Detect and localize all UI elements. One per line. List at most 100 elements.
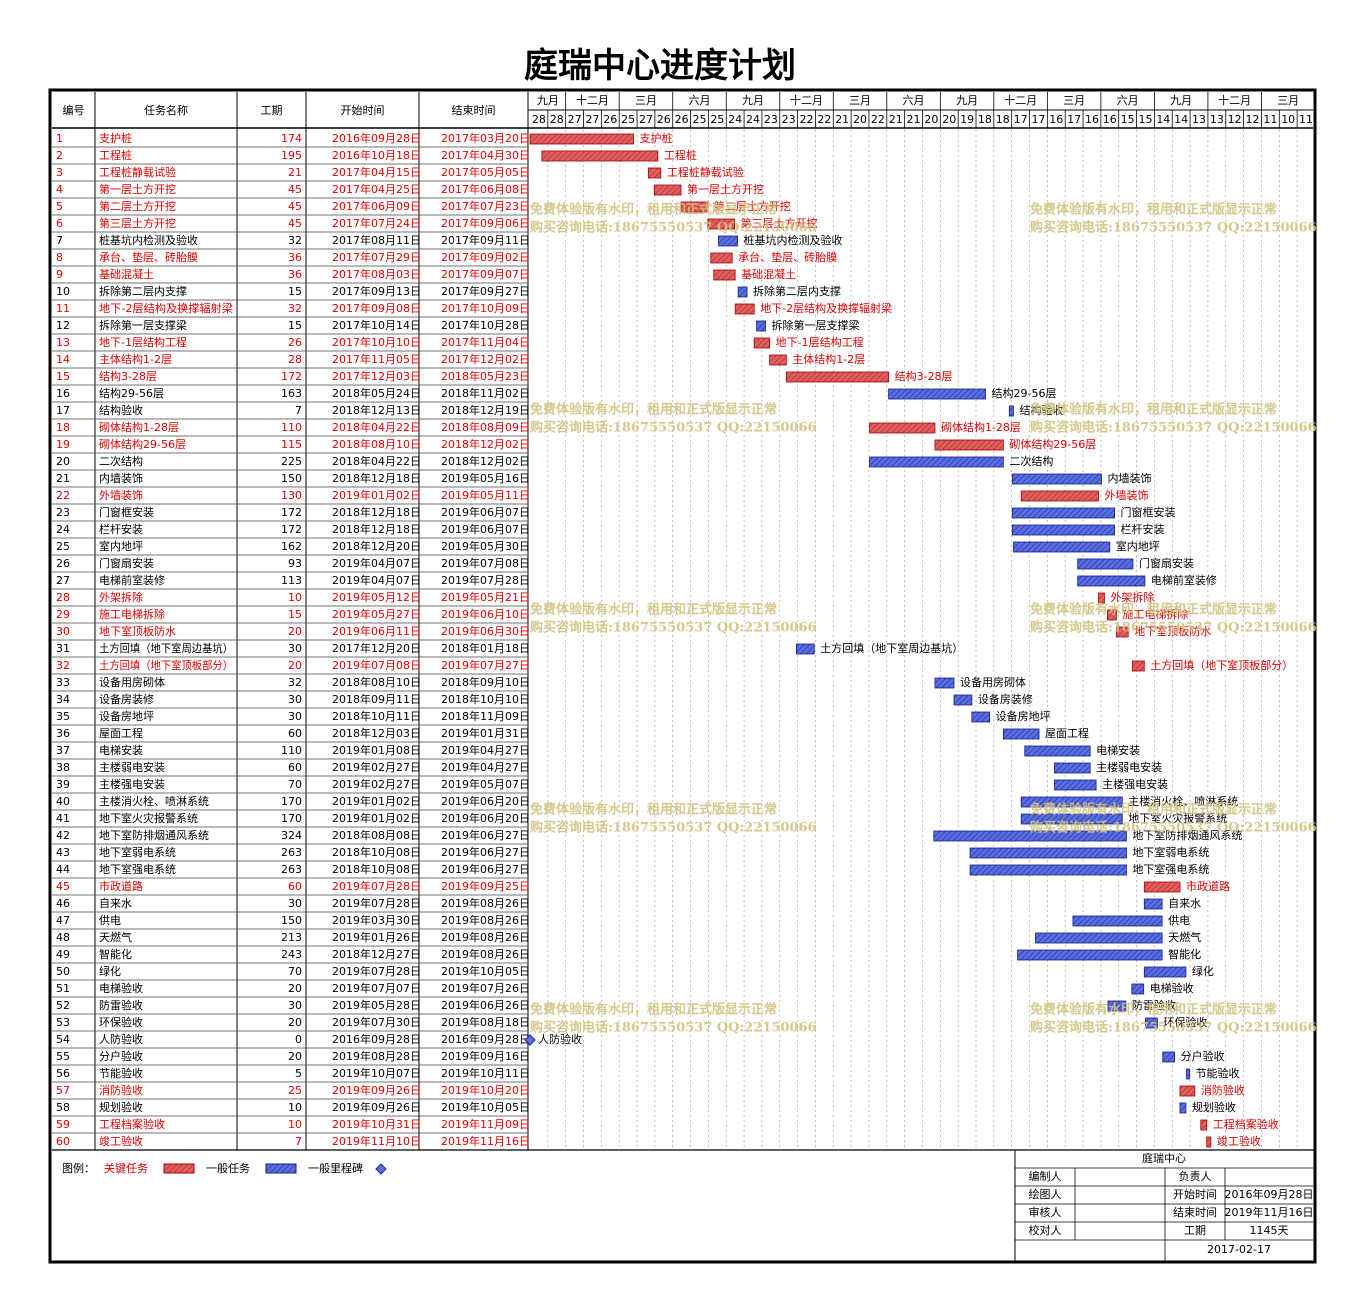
task-name: 设备房地坪	[99, 709, 154, 723]
bar-label: 第二层土方开挖	[714, 199, 791, 213]
task-end: 2019年11月09日	[441, 1117, 530, 1131]
task-bar	[1200, 1119, 1208, 1131]
bar-label: 第三层土方开挖	[741, 216, 818, 230]
bar-label: 工程档案验收	[1213, 1117, 1279, 1131]
task-end: 2019年08月18日	[441, 1015, 530, 1029]
bar-label: 工程桩静载试验	[667, 165, 744, 179]
bar-label: 承台、垫层、砖胎膜	[738, 250, 837, 264]
task-name: 栏杆安装	[99, 522, 143, 536]
task-bar	[1008, 405, 1014, 417]
task-id: 50	[56, 965, 70, 978]
task-name: 电梯安装	[99, 743, 143, 757]
task-end: 2019年06月07日	[441, 522, 530, 536]
task-start: 2018年08月08日	[332, 828, 421, 842]
legend-milestone: 一般里程碑	[308, 1162, 363, 1175]
task-bar	[1206, 1136, 1212, 1148]
bar-label: 设备房地坪	[996, 709, 1051, 723]
task-start: 2019年05月28日	[332, 998, 421, 1012]
task-id: 47	[56, 914, 70, 927]
task-name: 工程桩	[99, 148, 132, 162]
task-start: 2019年05月27日	[332, 607, 421, 621]
task-start: 2017年08月03日	[332, 267, 421, 281]
bar-label: 第一层土方开挖	[687, 182, 764, 196]
task-name: 地下室弱电系统	[99, 845, 176, 859]
task-bar	[785, 371, 889, 383]
task-start: 2017年12月03日	[332, 369, 421, 383]
task-end: 2019年05月21日	[441, 590, 530, 604]
task-start: 2018年10月08日	[332, 845, 421, 859]
task-name: 基础混凝土	[99, 267, 154, 281]
task-end: 2017年09月11日	[441, 233, 530, 247]
bar-label: 设备用房砌体	[960, 675, 1026, 689]
task-id: 6	[56, 217, 63, 230]
day-label: 15	[1138, 113, 1152, 126]
task-end: 2016年09月28日	[441, 1032, 530, 1046]
task-duration: 7	[295, 404, 302, 417]
task-bar	[1143, 898, 1163, 910]
watermark: 购买咨询电话:18675550537 QQ:22150066	[530, 620, 817, 636]
task-bar	[647, 167, 662, 179]
task-name: 自来水	[99, 897, 132, 910]
task-start: 2019年09月26日	[332, 1100, 421, 1114]
task-start: 2018年12月20日	[332, 539, 421, 553]
task-end: 2019年07月27日	[441, 658, 530, 672]
bar-label: 拆除第一层支撑梁	[771, 318, 859, 332]
task-duration: 30	[288, 642, 302, 655]
day-label: 27	[568, 113, 582, 126]
task-id: 5	[56, 200, 63, 213]
task-name: 电梯前室装修	[99, 573, 165, 587]
task-end: 2017年05月05日	[441, 165, 530, 179]
task-end: 2017年07月23日	[441, 199, 530, 213]
bar-label: 工程桩	[664, 148, 697, 162]
task-name: 工程档案验收	[99, 1117, 165, 1131]
task-name: 供电	[99, 913, 121, 927]
task-duration: 60	[288, 727, 302, 740]
task-name: 主楼弱电安装	[99, 760, 165, 774]
task-bar	[969, 847, 1127, 859]
task-bar	[969, 864, 1127, 876]
title: 庭瑞中心进度计划	[524, 46, 796, 86]
task-name: 承台、垫层、砖胎膜	[99, 250, 198, 264]
task-duration: 15	[288, 608, 302, 621]
task-bar	[1145, 1017, 1158, 1029]
task-start: 2017年09月08日	[332, 301, 421, 315]
task-start: 2019年01月02日	[332, 794, 421, 808]
task-bar	[710, 252, 733, 264]
task-id: 2	[56, 149, 63, 162]
task-duration: 225	[281, 455, 302, 468]
task-duration: 20	[288, 625, 302, 638]
task-start: 2018年04月22日	[332, 420, 421, 434]
task-start: 2018年12月13日	[332, 403, 421, 417]
watermark: 购买咨询电话:18675550537 QQ:22150066	[1030, 820, 1317, 836]
task-duration: 60	[288, 880, 302, 893]
task-bar	[1011, 473, 1102, 485]
task-end: 2019年10月20日	[441, 1083, 530, 1097]
task-end: 2019年10月05日	[441, 1100, 530, 1114]
task-end: 2019年08月26日	[441, 930, 530, 944]
task-duration: 110	[281, 421, 302, 434]
task-name: 结构3-28层	[99, 369, 157, 383]
task-name: 施工电梯拆除	[99, 607, 165, 621]
task-duration: 26	[288, 336, 302, 349]
task-duration: 130	[281, 489, 302, 502]
task-id: 37	[56, 744, 70, 757]
bar-label: 电梯验收	[1150, 981, 1194, 995]
legend-normal: 一般任务	[206, 1162, 250, 1175]
task-duration: 70	[288, 778, 302, 791]
column-header: 任务名称	[144, 103, 188, 117]
task-id: 33	[56, 676, 70, 689]
day-label: 21	[835, 113, 849, 126]
task-name: 土方回填（地下室顶板部分）	[99, 658, 233, 672]
bar-label: 地下室防排烟通风系统	[1132, 828, 1242, 842]
day-label: 28	[532, 113, 546, 126]
watermark: 购买咨询电话:18675550537 QQ:22150066	[530, 820, 817, 836]
task-id: 59	[56, 1118, 70, 1131]
task-name: 拆除第二层内支撑	[99, 284, 187, 298]
task-start: 2019年02月27日	[332, 777, 421, 791]
task-id: 53	[56, 1016, 70, 1029]
task-duration: 170	[281, 795, 302, 808]
bar-label: 分户验收	[1181, 1049, 1225, 1063]
month-label: 十二月	[576, 93, 609, 107]
task-start: 2019年07月08日	[332, 658, 421, 672]
task-duration: 110	[281, 744, 302, 757]
